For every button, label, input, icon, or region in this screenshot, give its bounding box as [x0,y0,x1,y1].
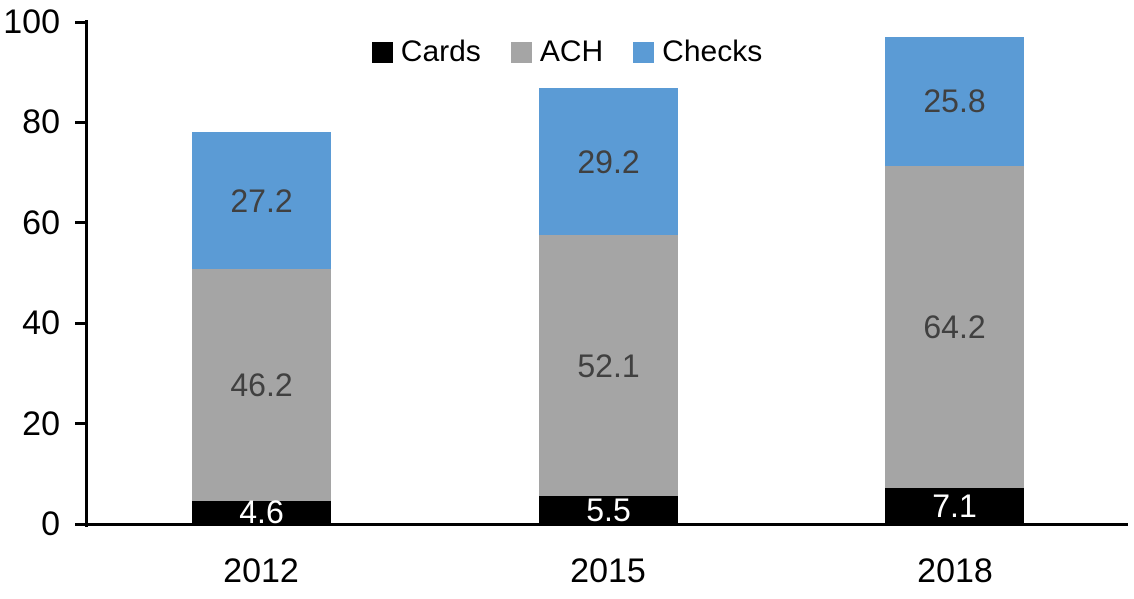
y-tick-label: 40 [22,304,60,342]
legend-label-ach: ACH [539,35,604,68]
y-tick-mark [75,523,85,526]
y-tick-mark [75,121,85,124]
y-tick-label: 20 [22,405,60,443]
data-label-cards-2018: 7.1 [932,488,977,524]
data-label-ach-2018: 64.2 [923,309,986,345]
legend-swatch-checks-icon [633,41,655,63]
data-label-ach-2015: 52.1 [577,348,640,384]
bar-segment-ach-2015 [539,234,678,497]
data-label-checks-2012: 27.2 [230,183,293,219]
y-tick-label: 0 [41,505,60,543]
bar-segment-checks-2012 [192,132,331,269]
y-tick-label: 60 [22,204,60,242]
data-label-cards-2012: 4.6 [239,494,284,530]
x-category-label-2018: 2018 [917,552,993,590]
bar-segment-checks-2018 [885,36,1024,167]
y-tick-mark [75,322,85,325]
legend-label-checks: Checks [662,35,763,68]
x-category-label-2015: 2015 [570,552,646,590]
legend-swatch-cards-icon [371,41,393,63]
y-axis-line [85,20,88,527]
y-tick-mark [75,422,85,425]
legend: Cards ACH Checks [0,36,1134,68]
y-tick-label: 100 [3,3,60,41]
data-label-checks-2015: 29.2 [577,144,640,180]
bar-segment-cards-2015 [539,496,678,524]
bar-segment-checks-2015 [539,88,678,235]
bar-segment-ach-2018 [885,166,1024,489]
x-category-label-2012: 2012 [223,552,299,590]
legend-item-checks: Checks [633,36,762,68]
y-tick-label: 80 [22,103,60,141]
data-label-ach-2012: 46.2 [230,367,293,403]
y-tick-mark [75,21,85,24]
bar-segment-cards-2018 [885,488,1024,524]
data-label-checks-2018: 25.8 [923,83,986,119]
data-label-cards-2015: 5.5 [586,492,631,528]
legend-item-ach: ACH [510,35,604,68]
bar-segment-cards-2012 [192,500,331,524]
bar-segment-ach-2012 [192,268,331,501]
legend-swatch-ach-icon [510,41,532,63]
y-tick-mark [75,221,85,224]
x-axis-line [85,523,1128,526]
legend-item-cards: Cards [371,35,481,68]
legend-label-cards: Cards [400,35,481,68]
